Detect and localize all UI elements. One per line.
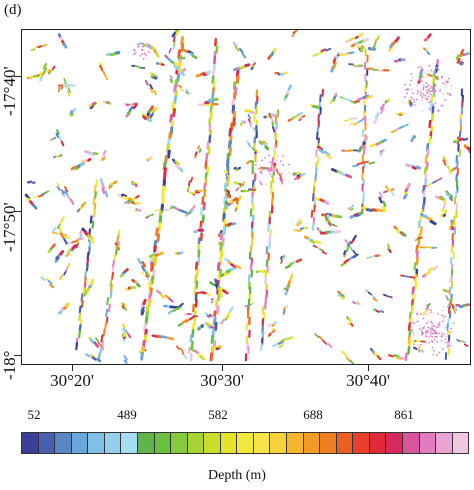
lat-tick (14, 211, 22, 213)
colorbar-swatch (237, 433, 254, 453)
colorbar-swatch (154, 433, 172, 453)
colorbar-swatch (22, 433, 39, 453)
colorbar-swatch (253, 433, 271, 453)
colorbar-swatch (270, 433, 287, 453)
lon-tick (222, 364, 224, 371)
lon-tick (72, 364, 74, 371)
map-frame[interactable] (21, 29, 471, 365)
colorbar-swatch (187, 433, 205, 453)
colorbar-swatch (137, 433, 155, 453)
colorbar-swatch (171, 433, 188, 453)
lat-tick (14, 355, 22, 357)
colorbar-swatch (220, 433, 238, 453)
colorbar-tick-label: 489 (117, 407, 137, 422)
colorbar-swatch (436, 433, 453, 453)
lat-label-18: -18° (0, 350, 19, 380)
colorbar-swatch (88, 433, 105, 453)
colorbar-swatch (38, 433, 56, 453)
colorbar-swatch (204, 433, 221, 453)
colorbar-swatch (104, 433, 122, 453)
colorbar-swatch (303, 433, 321, 453)
colorbar-swatch (386, 433, 403, 453)
colorbar-tick-label: 861 (394, 407, 414, 422)
colorbar-title: Depth (m) (208, 468, 266, 483)
lon-label-30-40: 30°40' (346, 371, 390, 390)
colorbar-swatch (419, 433, 437, 453)
lat-label-17-50: -17°50' (0, 202, 19, 252)
colorbar-swatch (55, 433, 72, 453)
colorbar-swatch (353, 433, 370, 453)
colorbar-swatch (287, 433, 304, 453)
colorbar-swatch (402, 433, 420, 453)
lineament-map (24, 30, 470, 364)
lat-tick (14, 76, 22, 78)
colorbar-swatch (452, 433, 469, 453)
colorbar-swatch (320, 433, 337, 453)
colorbar-tick-label: 688 (303, 407, 323, 422)
colorbar-tick-label: 582 (208, 407, 228, 422)
colorbar-swatch (336, 433, 354, 453)
depth-colorbar (21, 432, 469, 454)
panel-label: (d) (4, 2, 22, 18)
colorbar-tick-label: 52 (27, 407, 41, 422)
lat-label-17-40: -17°40' (0, 66, 19, 116)
lon-label-30-20: 30°20' (50, 371, 94, 390)
lon-label-30-30: 30°30' (200, 371, 244, 390)
lon-tick (368, 364, 370, 371)
colorbar-swatch (71, 433, 89, 453)
colorbar-swatch (121, 433, 138, 453)
colorbar-swatch (369, 433, 387, 453)
